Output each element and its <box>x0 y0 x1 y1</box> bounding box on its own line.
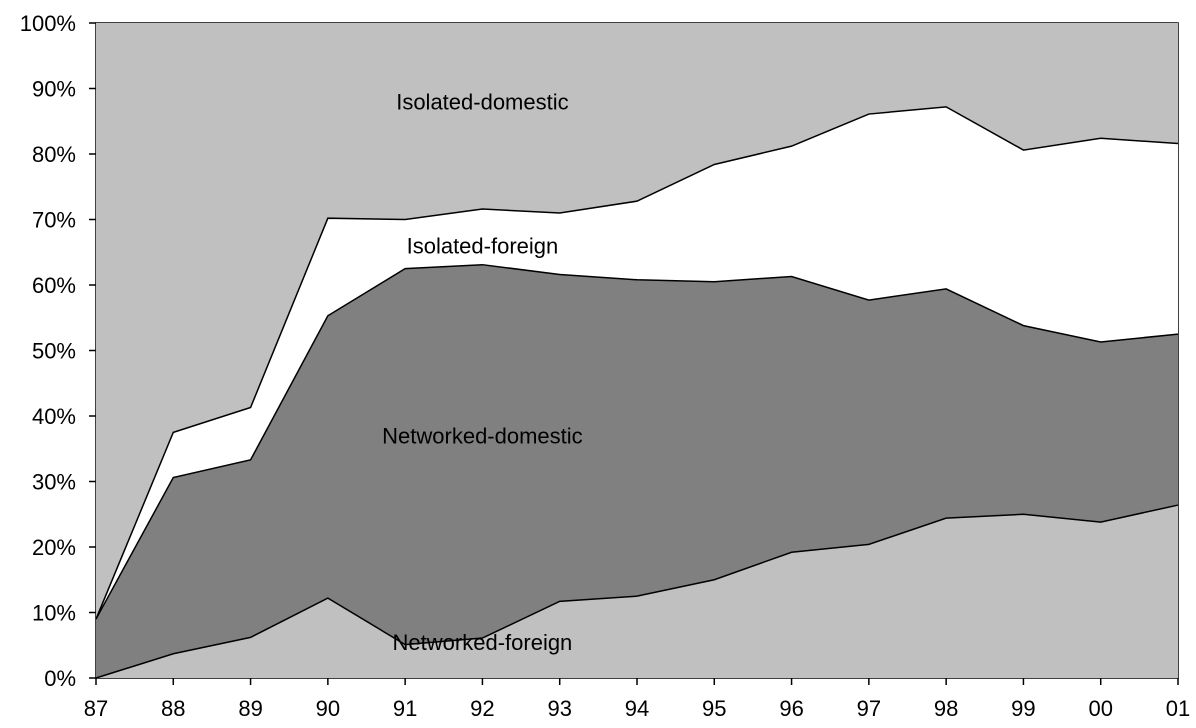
x-tick-label: 99 <box>1011 696 1035 721</box>
area-isolated-foreign <box>96 106 1178 620</box>
axes-layer: 0% 10% 20% 30% 40% 50% 60% 70% 80% 90% 100% 87 88 89 9… <box>20 11 1191 721</box>
y-tick-label: 40% <box>32 404 76 429</box>
area-networked-domestic <box>96 264 1178 678</box>
y-tick-label: 10% <box>32 601 76 626</box>
area-label: Networked-domestic <box>382 424 583 449</box>
x-tick-label: 01 <box>1166 696 1190 721</box>
area-label: Isolated-foreign <box>407 234 559 259</box>
x-tick-label: 92 <box>470 696 494 721</box>
x-tick-label: 88 <box>161 696 185 721</box>
y-tick-label: 20% <box>32 535 76 560</box>
x-tick-label: 93 <box>547 696 571 721</box>
x-tick-label: 95 <box>702 696 726 721</box>
series-line-networked-domestic <box>95 263 1179 620</box>
area-label: Networked-foreign <box>393 630 573 655</box>
areas-layer <box>96 23 1178 678</box>
area-networked-foreign <box>96 505 1178 678</box>
y-tick-label: 50% <box>32 339 76 364</box>
x-tick-label: 00 <box>1088 696 1112 721</box>
x-tick-label: 94 <box>625 696 649 721</box>
x-tick-label: 87 <box>84 696 108 721</box>
y-tick-label: 80% <box>32 142 76 167</box>
x-tick-label: 97 <box>857 696 881 721</box>
y-tick-label: 30% <box>32 470 76 495</box>
x-tick-label: 90 <box>316 696 340 721</box>
area-isolated-domestic <box>96 23 1178 620</box>
y-tick-label: 100% <box>20 11 76 36</box>
x-tick-label: 91 <box>393 696 417 721</box>
series-lines-layer <box>95 106 1179 679</box>
x-tick-label: 98 <box>934 696 958 721</box>
y-tick-label: 60% <box>32 273 76 298</box>
series-line-isolated-foreign <box>95 106 1179 620</box>
y-tick-label: 70% <box>32 208 76 233</box>
x-tick-label: 89 <box>238 696 262 721</box>
y-tick-label: 0% <box>44 666 76 691</box>
y-tick-label: 90% <box>32 77 76 102</box>
series-line-networked-foreign <box>95 504 1179 679</box>
area-label: Isolated-domestic <box>396 90 568 115</box>
x-tick-label: 96 <box>779 696 803 721</box>
area-labels-layer: Isolated-domestic Isolated-foreign Network… <box>382 90 583 655</box>
